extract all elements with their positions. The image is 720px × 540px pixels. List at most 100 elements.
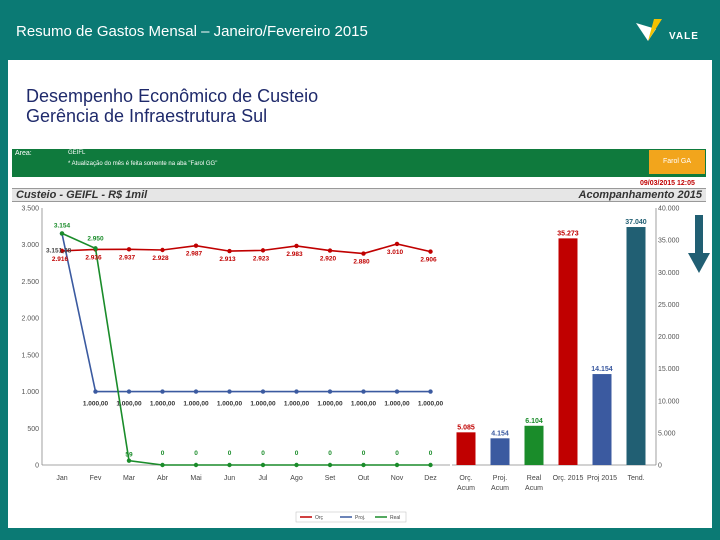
data-point [394, 462, 400, 468]
data-point [59, 248, 65, 254]
area-panel: Area: GEIFL * Atualização do mês é feita… [12, 149, 706, 177]
data-point [227, 462, 232, 468]
data-label-orc: 2.920 [320, 256, 337, 263]
series-line-proj [61, 233, 431, 393]
legend-label: Real [390, 515, 400, 521]
series-line-real [61, 232, 431, 466]
data-label-orc: 2.913 [219, 256, 236, 263]
data-label-orc: 2.937 [119, 254, 136, 261]
line-chart-y-tick: 1.000 [21, 389, 39, 396]
down-arrow-icon [688, 215, 710, 273]
bar [524, 425, 544, 465]
data-point [361, 462, 366, 468]
data-point [294, 389, 299, 394]
data-point [394, 389, 400, 394]
bar [626, 227, 646, 465]
data-label-real: 0 [395, 450, 399, 457]
vale-logo-icon [636, 19, 662, 41]
bar [558, 238, 578, 465]
bar-chart-x-tick: Tend. [627, 475, 644, 482]
data-label-proj: 1.000,00 [284, 401, 310, 408]
data-point [193, 389, 199, 394]
data-label-proj: 3.151,38 [46, 248, 72, 255]
legend-label: Proj. [355, 515, 365, 521]
area-label: Area: [15, 150, 32, 157]
data-label-real: 59 [125, 452, 133, 459]
data-point [294, 462, 299, 468]
subtitle: Desempenho Econômico de Custeio Gerência… [26, 86, 318, 126]
bar [592, 374, 612, 465]
data-label-proj: 1.000,00 [384, 401, 410, 408]
bar [456, 432, 476, 465]
bar-chart-x-tick-line2: Acum [525, 485, 543, 492]
data-label-orc: 3.010 [387, 249, 404, 256]
farol-ga-button[interactable]: Farol GA [649, 150, 705, 174]
bar-chart-x-tick: Real [527, 475, 542, 482]
subtitle-line-2: Gerência de Infraestrutura Sul [26, 106, 268, 126]
bar-chart-y-tick: 0 [658, 463, 662, 470]
bar-chart-y-tick: 25.000 [658, 302, 680, 309]
bar-value-label: 5.085 [457, 424, 475, 431]
line-chart-x-tick: Dez [424, 475, 437, 482]
bar-chart-y-tick: 35.000 [658, 238, 680, 245]
data-point [327, 462, 333, 468]
data-point [126, 389, 132, 394]
data-point [193, 462, 199, 468]
line-chart-y-tick: 1.500 [21, 352, 39, 359]
bar-value-label: 6.104 [525, 418, 543, 425]
bar-value-label: 35.273 [557, 230, 579, 237]
bar-chart-y-tick: 40.000 [658, 206, 680, 213]
bar-chart-x-tick: Orç. 2015 [553, 475, 584, 482]
bar-chart-x-tick-line2: Acum [491, 485, 509, 492]
data-label-proj: 1.000,00 [217, 401, 243, 408]
data-point [160, 247, 165, 253]
data-point [361, 251, 366, 256]
line-chart-y-tick: 3.000 [21, 242, 39, 249]
line-chart-x-tick: Mar [123, 475, 136, 482]
line-chart-x-tick: Out [358, 475, 369, 482]
data-label-real: 0 [194, 450, 198, 457]
data-point [227, 389, 232, 394]
data-label-orc: 2.880 [353, 259, 370, 266]
bar-chart-y-tick: 30.000 [658, 270, 680, 277]
subtitle-line-1: Desempenho Econômico de Custeio [26, 86, 319, 106]
data-label-orc: 2.906 [420, 257, 437, 264]
data-point [428, 389, 433, 394]
data-point [160, 462, 165, 468]
line-chart-x-tick: Jun [224, 475, 235, 482]
data-point [361, 389, 366, 394]
bar-chart-y-tick: 20.000 [658, 334, 680, 341]
bar [490, 438, 510, 465]
data-point [428, 462, 433, 468]
data-point [394, 241, 400, 247]
data-label-proj: 1.000,00 [83, 401, 109, 408]
data-point [59, 231, 65, 236]
bar-chart-x-tick: Proj 2015 [587, 475, 617, 482]
chart-title: Custeio - GEIFL - R$ 1mil [16, 189, 148, 201]
data-point [93, 246, 98, 251]
data-point [327, 248, 333, 253]
data-point [260, 389, 266, 394]
data-label-real: 0 [295, 450, 299, 457]
data-label-proj: 1.000,00 [250, 401, 276, 408]
chart-header: Custeio - GEIFL - R$ 1mil Acompanhamento… [12, 188, 706, 202]
data-label-proj: 1.000,00 [150, 401, 176, 408]
line-chart-y-tick: 0 [35, 463, 39, 470]
line-chart-x-tick: Fev [90, 475, 102, 482]
data-label-orc: 2.923 [253, 255, 270, 262]
line-chart-x-tick: Abr [157, 475, 169, 482]
line-chart-y-tick: 2.000 [21, 316, 39, 323]
area-note: * Atualização do mês é feita somente na … [68, 161, 218, 167]
area-value[interactable]: GEIFL [68, 150, 86, 156]
bar-value-label: 4.154 [491, 430, 509, 437]
line-chart-y-tick: 500 [27, 426, 39, 433]
data-label-proj: 1.000,00 [351, 401, 377, 408]
data-label-real: 0 [429, 450, 433, 457]
data-label-real: 0 [328, 450, 332, 457]
data-label-real: 3.154 [54, 222, 71, 229]
data-label-orc: 2.928 [152, 255, 169, 262]
bar-chart-x-tick: Proj. [493, 475, 507, 482]
line-chart-x-tick: Mai [190, 475, 202, 482]
